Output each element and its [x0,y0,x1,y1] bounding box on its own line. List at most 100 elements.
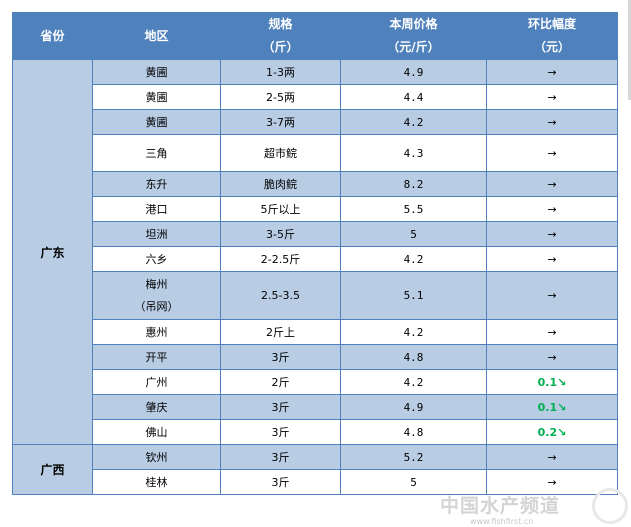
province-cell: 广西 [12,444,93,495]
table-row: 坦洲 3-5斤 5 → [13,221,618,247]
header-spec: 规格 （斤） [220,12,341,60]
spec-cell: 3斤 [220,394,341,420]
arrow-right-icon: → [547,65,557,79]
header-change-unit: （元） [533,40,570,54]
province-cell: 广东 [12,59,93,445]
arrow-down-right-icon: ↘ [557,400,567,414]
spec-cell: 1-3两 [220,59,341,85]
header-change: 环比幅度 （元） [486,12,618,60]
price-cell: 4.9 [340,394,487,420]
arrow-right-icon: → [547,177,557,191]
spec-cell: 2-2.5斤 [220,246,341,272]
change-cell: → [486,196,618,222]
table-row: 肇庆 3斤 4.9 0.1↘ [13,394,618,420]
change-cell: → [486,271,618,320]
spec-cell: 3斤 [220,469,341,495]
price-cell: 4.3 [340,134,487,172]
header-change-label: 环比幅度 [527,17,576,31]
change-cell: → [486,469,618,495]
watermark-globe-logo [592,488,628,524]
change-value: 0.1 [537,400,558,414]
change-cell: → [486,171,618,197]
header-row: 省份 地区 规格 （斤） 本周价格 （元/斤） 环比幅度 （元） [12,12,618,60]
change-cell: → [486,84,618,110]
price-cell: 4.8 [340,344,487,370]
arrow-right-icon: → [547,475,557,489]
arrow-right-icon: → [547,202,557,216]
region-cell: 肇庆 [92,394,221,420]
price-cell: 4.2 [340,319,487,345]
region-cell: 东升 [92,171,221,197]
spec-cell: 2-5两 [220,84,341,110]
price-cell: 5 [340,221,487,247]
spec-cell: 3斤 [220,444,341,470]
price-cell: 5.5 [340,196,487,222]
price-cell: 5.2 [340,444,487,470]
change-cell: → [486,246,618,272]
region-cell: 黄圃 [92,109,221,135]
table-row: 开平 3斤 4.8 → [13,344,618,370]
header-price: 本周价格 （元/斤） [340,12,487,60]
arrow-right-icon: → [547,350,557,364]
header-region: 地区 [92,12,221,60]
spec-cell: 3斤 [220,344,341,370]
change-cell: → [486,444,618,470]
table-row: 六乡 2-2.5斤 4.2 → [13,246,618,272]
table-row: 港口 5斤以上 5.5 → [13,196,618,222]
region-cell: 佛山 [92,419,221,445]
price-cell: 4.2 [340,109,487,135]
region-cell: 惠州 [92,319,221,345]
region-cell: 六乡 [92,246,221,272]
header-price-unit: （元/斤） [387,40,440,54]
arrow-down-right-icon: ↘ [557,425,567,439]
region-cell: 开平 [92,344,221,370]
region-cell: 坦洲 [92,221,221,247]
table-row: 黄圃 3-7两 4.2 → [13,109,618,135]
header-price-label: 本周价格 [389,17,438,31]
arrow-right-icon: → [547,325,557,339]
arrow-right-icon: → [547,90,557,104]
watermark-logo: 中国水产频道 [440,495,561,517]
table-row: 桂林 3斤 5 → [13,469,618,495]
price-cell: 5 [340,469,487,495]
region-cell: 广州 [92,369,221,395]
region-cell: 港口 [92,196,221,222]
arrow-down-right-icon: ↘ [557,375,567,389]
region-cell: 梅州 （吊网） [92,271,221,320]
change-cell: 0.1↘ [486,394,618,420]
region-cell: 黄圃 [92,59,221,85]
table-row: 三角 超市鲩 4.3 → [13,134,618,172]
spec-cell: 3-5斤 [220,221,341,247]
price-cell: 4.2 [340,246,487,272]
region-name: 梅州 [145,277,168,291]
watermark-url: www.fishfirst.cn [470,517,534,526]
change-value: 0.1 [537,375,558,389]
change-cell: → [486,221,618,247]
price-cell: 4.2 [340,369,487,395]
scrollbar-edge [628,0,631,100]
region-note: （吊网） [134,299,179,313]
arrow-right-icon: → [547,450,557,464]
header-spec-unit: （斤） [262,40,299,54]
table-row: 东升 脆肉鲩 8.2 → [13,171,618,197]
table-row: 佛山 3斤 4.8 0.2↘ [13,419,618,445]
price-cell: 4.8 [340,419,487,445]
spec-cell: 超市鲩 [220,134,341,172]
region-cell: 三角 [92,134,221,172]
change-cell: → [486,109,618,135]
spec-cell: 5斤以上 [220,196,341,222]
change-cell: → [486,134,618,172]
spec-cell: 3斤 [220,419,341,445]
price-cell: 8.2 [340,171,487,197]
change-cell: 0.2↘ [486,419,618,445]
spec-cell: 3-7两 [220,109,341,135]
region-cell: 钦州 [92,444,221,470]
table-row: 黄圃 2-5两 4.4 → [13,84,618,110]
table-row: 惠州 2斤上 4.2 → [13,319,618,345]
price-cell: 4.4 [340,84,487,110]
arrow-right-icon: → [547,289,557,302]
price-cell: 4.9 [340,59,487,85]
spec-cell: 2.5-3.5 [220,271,341,320]
change-value: 0.2 [537,425,558,439]
header-spec-label: 规格 [268,17,293,31]
